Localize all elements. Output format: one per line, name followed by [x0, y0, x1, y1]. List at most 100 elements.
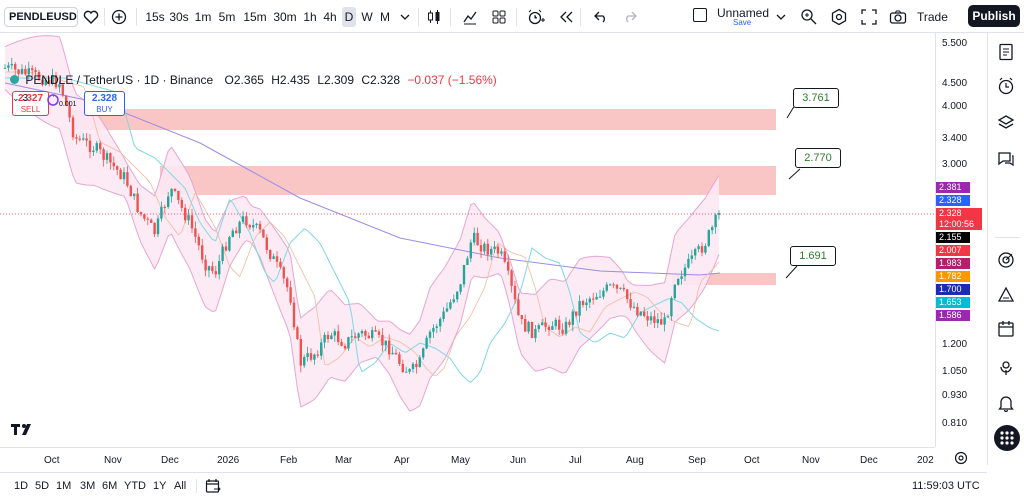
layers-icon[interactable] [996, 113, 1016, 133]
candle-body [197, 236, 200, 246]
chart-pane[interactable]: PENDLE / TetherUS · 1D · Binance O2.365 … [0, 33, 935, 447]
interval-15m[interactable]: 15m [243, 10, 267, 24]
range-ytd[interactable]: YTD [124, 480, 146, 492]
indicators-toggle[interactable]: ⌄ 3 [12, 93, 28, 104]
alert-icon[interactable] [525, 6, 547, 28]
symbol-search[interactable]: PENDLEUSDT [4, 7, 78, 27]
candle-body [299, 339, 302, 366]
candle-body [139, 212, 143, 215]
range-1m[interactable]: 1M [56, 480, 72, 492]
utc-clock[interactable]: 11:59:03 UTC [912, 480, 980, 492]
refresh-icon[interactable] [46, 93, 60, 107]
layout-icon [693, 8, 707, 22]
clock-alerts-icon[interactable] [996, 76, 1016, 96]
candle-body [211, 266, 214, 272]
range-3m[interactable]: 3M [80, 480, 96, 492]
candles-icon[interactable] [423, 6, 445, 28]
range-1d[interactable]: 1D [14, 480, 29, 492]
date-range-icon[interactable] [205, 478, 221, 494]
undo-icon[interactable] [590, 6, 612, 28]
resistance-zone-upper[interactable] [72, 109, 776, 130]
candle-body [153, 222, 156, 235]
countdown-badge: 12:00:56 [936, 219, 982, 230]
range-6m[interactable]: 6M [102, 480, 118, 492]
candle-body [95, 143, 98, 151]
trade-button[interactable]: Trade [917, 10, 948, 24]
watchlist-icon[interactable] [996, 42, 1016, 62]
axis-settings-icon[interactable] [954, 451, 968, 465]
price-chart[interactable] [0, 33, 935, 447]
resistance-zone-middle[interactable] [160, 166, 776, 195]
chat-icon[interactable] [996, 149, 1016, 169]
redo-icon[interactable] [619, 6, 641, 28]
price-axis[interactable]: 5.500 4.500 4.000 3.400 3.000 1.200 1.05… [935, 33, 987, 447]
legend-title[interactable]: PENDLE / TetherUS · 1D · Binance [25, 73, 214, 87]
candle-body [333, 331, 336, 336]
compare-add-icon[interactable] [108, 6, 130, 28]
candle-body [428, 331, 432, 338]
interval-5m[interactable]: 5m [218, 10, 236, 24]
candle-body [119, 169, 122, 180]
time-axis[interactable]: Oct Nov Dec 2026 Feb Mar Apr May Jun Jul… [0, 447, 935, 467]
range-5d[interactable]: 5D [35, 480, 50, 492]
moving-average-long [4, 82, 721, 276]
interval-4h[interactable]: 4h [323, 10, 337, 24]
candle-body [432, 327, 435, 332]
candle-body [411, 363, 415, 370]
price-callout-lower[interactable]: 1.691 [790, 246, 836, 266]
interval-d[interactable]: D [342, 7, 356, 27]
candle-body [163, 206, 166, 208]
camera-icon[interactable] [887, 6, 909, 28]
candle-body [313, 354, 316, 360]
interval-1m[interactable]: 1m [194, 10, 212, 24]
candle-body [354, 336, 357, 338]
chevron-down-icon[interactable] [394, 6, 416, 28]
sell-button[interactable]: 2.327 SELL [12, 91, 49, 116]
interval-m[interactable]: M [380, 10, 390, 24]
time-tick: Sep [688, 455, 706, 466]
candle-body [65, 95, 68, 106]
candle-body [483, 243, 486, 252]
interval-30s[interactable]: 30s [169, 10, 189, 24]
candle-body [534, 328, 537, 338]
candle-body [605, 284, 608, 291]
interval-1h[interactable]: 1h [303, 10, 317, 24]
candle-body [214, 271, 217, 275]
buy-button[interactable]: 2.328 BUY [84, 91, 125, 116]
chevron-down-icon[interactable] [770, 6, 792, 28]
apps-grid-button[interactable] [994, 425, 1020, 451]
notifications-bell-icon[interactable] [996, 393, 1016, 413]
interval-w[interactable]: W [361, 10, 373, 24]
tradingview-logo[interactable] [11, 424, 31, 435]
candle-body [44, 79, 47, 85]
interval-30m[interactable]: 30m [273, 10, 297, 24]
price-callout-upper[interactable]: 3.761 [793, 88, 839, 108]
layout-name[interactable]: Unnamed Save [693, 6, 793, 28]
ideas-triangle-icon[interactable] [996, 285, 1016, 305]
candle-body [289, 287, 292, 303]
replay-icon[interactable] [555, 6, 577, 28]
candle-body [122, 172, 126, 180]
price-callout-middle[interactable]: 2.770 [795, 148, 841, 168]
candle-body [673, 284, 676, 299]
candle-body [636, 306, 639, 316]
candle-body [235, 230, 238, 234]
interval-15s[interactable]: 15s [145, 10, 165, 24]
settings-icon[interactable] [828, 6, 850, 28]
candle-body [112, 162, 115, 167]
bollinger-band-fill [5, 35, 719, 411]
quick-search-icon[interactable] [798, 6, 820, 28]
target-icon[interactable] [996, 250, 1016, 270]
templates-icon[interactable] [488, 6, 510, 28]
range-all[interactable]: All [174, 480, 187, 492]
publish-button[interactable]: Publish [968, 5, 1020, 27]
podcast-icon[interactable] [996, 357, 1016, 377]
indicators-icon[interactable] [459, 6, 481, 28]
candle-body [694, 249, 697, 256]
heart-icon[interactable] [80, 6, 102, 28]
candle-body [666, 316, 670, 318]
range-1y[interactable]: 1Y [153, 480, 167, 492]
fullscreen-icon[interactable] [858, 6, 880, 28]
candle-body [85, 138, 88, 141]
calendar-icon[interactable] [996, 319, 1016, 339]
